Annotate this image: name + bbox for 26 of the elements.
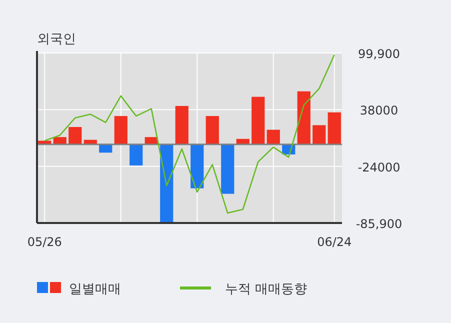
x-tick-label: 06/24 xyxy=(317,235,352,249)
y-tick-label: -85,900 xyxy=(356,217,402,231)
bar xyxy=(190,144,204,188)
legend-item: 일별매매 xyxy=(37,282,121,297)
bar xyxy=(68,127,82,144)
bar xyxy=(160,144,174,222)
bar xyxy=(99,144,112,153)
legend-label: 누적 매매동향 xyxy=(225,282,308,297)
line-series xyxy=(44,54,336,214)
bar xyxy=(114,116,128,144)
bar xyxy=(297,91,310,144)
bar xyxy=(206,116,219,144)
bar xyxy=(312,125,326,144)
y-tick-label: -24000 xyxy=(358,160,400,174)
x-tick-label: 05/26 xyxy=(27,235,62,249)
bar xyxy=(221,144,234,194)
chart-title: 외국인 xyxy=(37,32,76,47)
y-tick-label: 38000 xyxy=(360,104,398,118)
bar xyxy=(252,96,265,144)
bar xyxy=(266,130,280,144)
y-tick-label: 99,900 xyxy=(358,47,400,61)
bar xyxy=(175,106,188,144)
legend-item: 누적 매매동향 xyxy=(180,282,308,297)
legend-label: 일별매매 xyxy=(69,282,121,297)
bar xyxy=(130,144,143,166)
bar xyxy=(328,112,341,144)
